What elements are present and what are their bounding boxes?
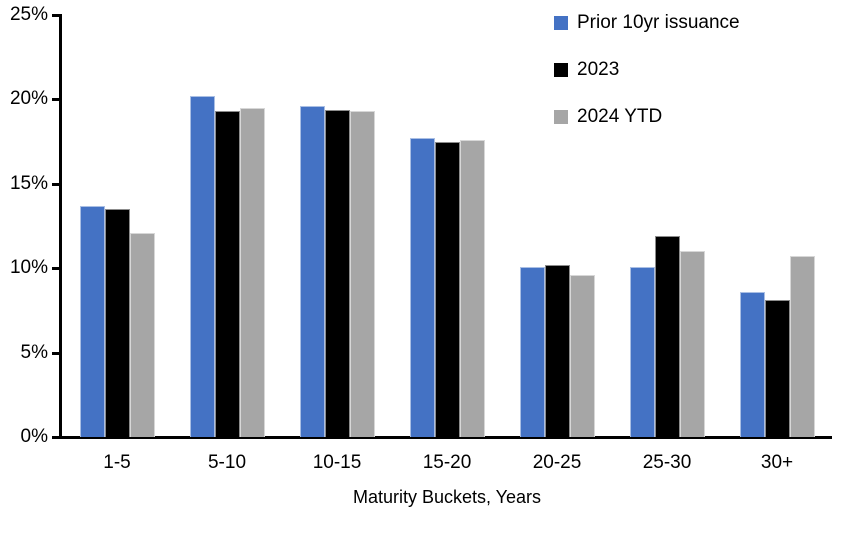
y-tick-label: 10% [9,257,48,279]
y-tick [52,351,60,355]
x-tick-label-25-30: 25-30 [642,452,692,473]
bar-prior-10yr-issuance-20-25 [519,267,545,437]
bar-2024-ytd-1-5 [129,233,155,437]
y-tick [52,98,60,102]
bar-2024-ytd-15-20 [459,140,485,437]
bar-group-25-30 [612,15,722,437]
bar-prior-10yr-issuance-30+ [739,292,765,437]
y-axis-line [59,14,62,439]
x-axis-line [52,436,832,439]
y-tick-label: 20% [9,88,48,110]
x-tick-label-5-10: 5-10 [207,452,247,473]
bar-prior-10yr-issuance-10-15 [299,106,325,437]
bar-2024-ytd-5-10 [239,108,265,437]
bar-2023-30+ [764,300,790,437]
bar-prior-10yr-issuance-5-10 [189,96,215,437]
bar-2023-20-25 [544,265,570,437]
bar-2024-ytd-10-15 [349,111,375,437]
y-tick-label: 5% [20,341,48,363]
y-tick [52,14,60,17]
x-tick-label-30+: 30+ [760,452,794,473]
bar-prior-10yr-issuance-15-20 [409,138,435,437]
y-tick [52,267,60,271]
x-tick-label-10-15: 10-15 [312,452,362,473]
x-tick-label-15-20: 15-20 [422,452,472,473]
x-tick-label-1-5: 1-5 [103,452,131,473]
bar-group-10-15 [282,15,392,437]
bar-prior-10yr-issuance-1-5 [79,206,105,437]
bar-prior-10yr-issuance-25-30 [629,267,655,437]
bar-2024-ytd-25-30 [679,251,705,437]
bar-group-20-25 [502,15,612,437]
legend: Prior 10yr issuance 2023 2024 YTD [554,13,740,127]
bar-2023-10-15 [324,110,350,437]
bar-group-5-10 [172,15,282,437]
y-tick-label: 15% [9,172,48,194]
bar-2024-ytd-30+ [789,256,815,437]
bar-2024-ytd-20-25 [569,275,595,437]
y-tick [52,182,60,186]
legend-label: 2023 [577,59,620,80]
y-tick [52,436,60,439]
legend-swatch-gray [554,110,568,124]
legend-label: Prior 10yr issuance [577,12,740,33]
plot-area [62,15,832,437]
bar-group-1-5 [62,15,172,437]
bar-2023-25-30 [654,236,680,437]
legend-item-2023: 2023 [554,60,740,80]
legend-swatch-blue [554,16,568,30]
bar-group-30+ [722,15,832,437]
y-tick-label: 0% [20,426,48,447]
legend-label: 2024 YTD [577,106,663,127]
bar-group-15-20 [392,15,502,437]
x-tick-label-20-25: 20-25 [532,452,582,473]
bar-2023-5-10 [214,111,240,437]
legend-item-2024-ytd: 2024 YTD [554,107,740,127]
bar-2023-1-5 [104,209,130,437]
legend-item-prior-10yr-issuance: Prior 10yr issuance [554,13,740,33]
x-axis-title: Maturity Buckets, Years [352,487,542,507]
legend-swatch-black [554,63,568,77]
y-tick-label: 25% [9,4,48,25]
bar-2023-15-20 [434,142,460,437]
